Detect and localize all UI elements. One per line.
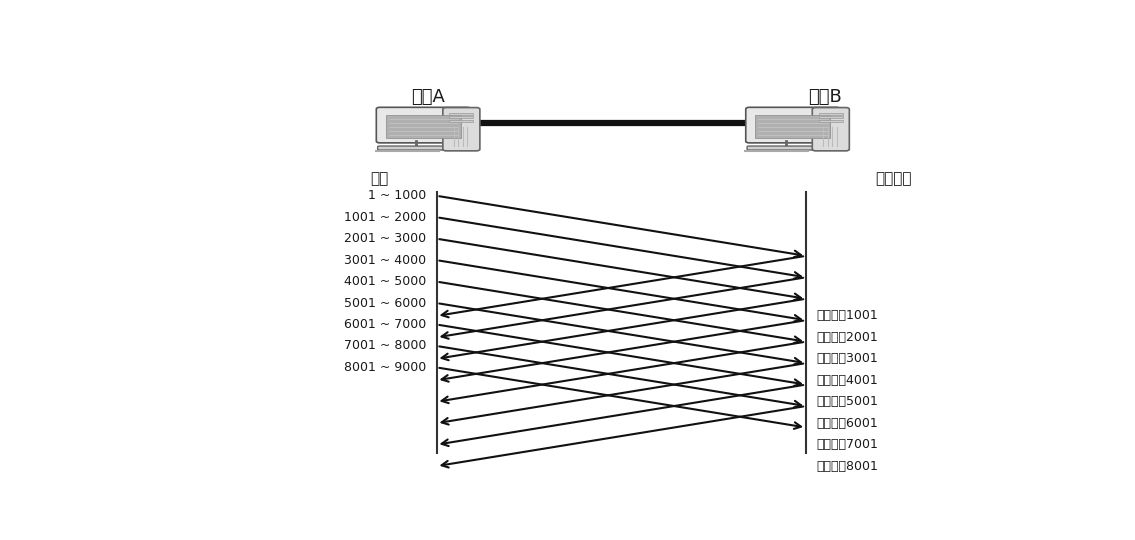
- Bar: [449, 113, 473, 115]
- Text: 下一个是8001: 下一个是8001: [816, 460, 878, 472]
- Text: 2001 ~ 3000: 2001 ~ 3000: [344, 232, 426, 245]
- Text: 主朼A: 主朼A: [411, 88, 445, 106]
- Bar: [818, 120, 843, 122]
- Bar: [449, 120, 473, 122]
- Text: 主朼B: 主朼B: [808, 88, 842, 106]
- Bar: [449, 116, 473, 118]
- Text: 数据: 数据: [370, 171, 388, 186]
- Text: 3001 ~ 4000: 3001 ~ 4000: [344, 254, 426, 267]
- FancyBboxPatch shape: [747, 146, 825, 150]
- Text: 下一个是4001: 下一个是4001: [816, 374, 878, 387]
- FancyBboxPatch shape: [813, 107, 849, 151]
- Bar: [818, 116, 843, 118]
- FancyBboxPatch shape: [378, 146, 455, 150]
- Text: 4001 ~ 5000: 4001 ~ 5000: [344, 275, 426, 288]
- Text: 1001 ~ 2000: 1001 ~ 2000: [344, 211, 426, 224]
- Text: 1 ~ 1000: 1 ~ 1000: [368, 190, 426, 202]
- Text: 下一个是3001: 下一个是3001: [816, 352, 878, 366]
- Text: 下一个是2001: 下一个是2001: [816, 331, 878, 344]
- Bar: [756, 115, 831, 138]
- FancyBboxPatch shape: [377, 107, 471, 143]
- Text: 8001 ~ 9000: 8001 ~ 9000: [344, 361, 426, 374]
- Text: 下一个是7001: 下一个是7001: [816, 438, 878, 451]
- Bar: [386, 115, 461, 138]
- Text: 下一个是1001: 下一个是1001: [816, 309, 878, 322]
- Text: 下一个是5001: 下一个是5001: [816, 395, 878, 408]
- Text: 6001 ~ 7000: 6001 ~ 7000: [344, 318, 426, 331]
- Text: 下一个是6001: 下一个是6001: [816, 417, 878, 430]
- Bar: [818, 113, 843, 115]
- FancyBboxPatch shape: [746, 107, 840, 143]
- FancyBboxPatch shape: [443, 107, 480, 151]
- Text: 7001 ~ 8000: 7001 ~ 8000: [344, 340, 426, 353]
- Text: 确认应答: 确认应答: [876, 171, 913, 186]
- Text: 5001 ~ 6000: 5001 ~ 6000: [344, 296, 426, 309]
